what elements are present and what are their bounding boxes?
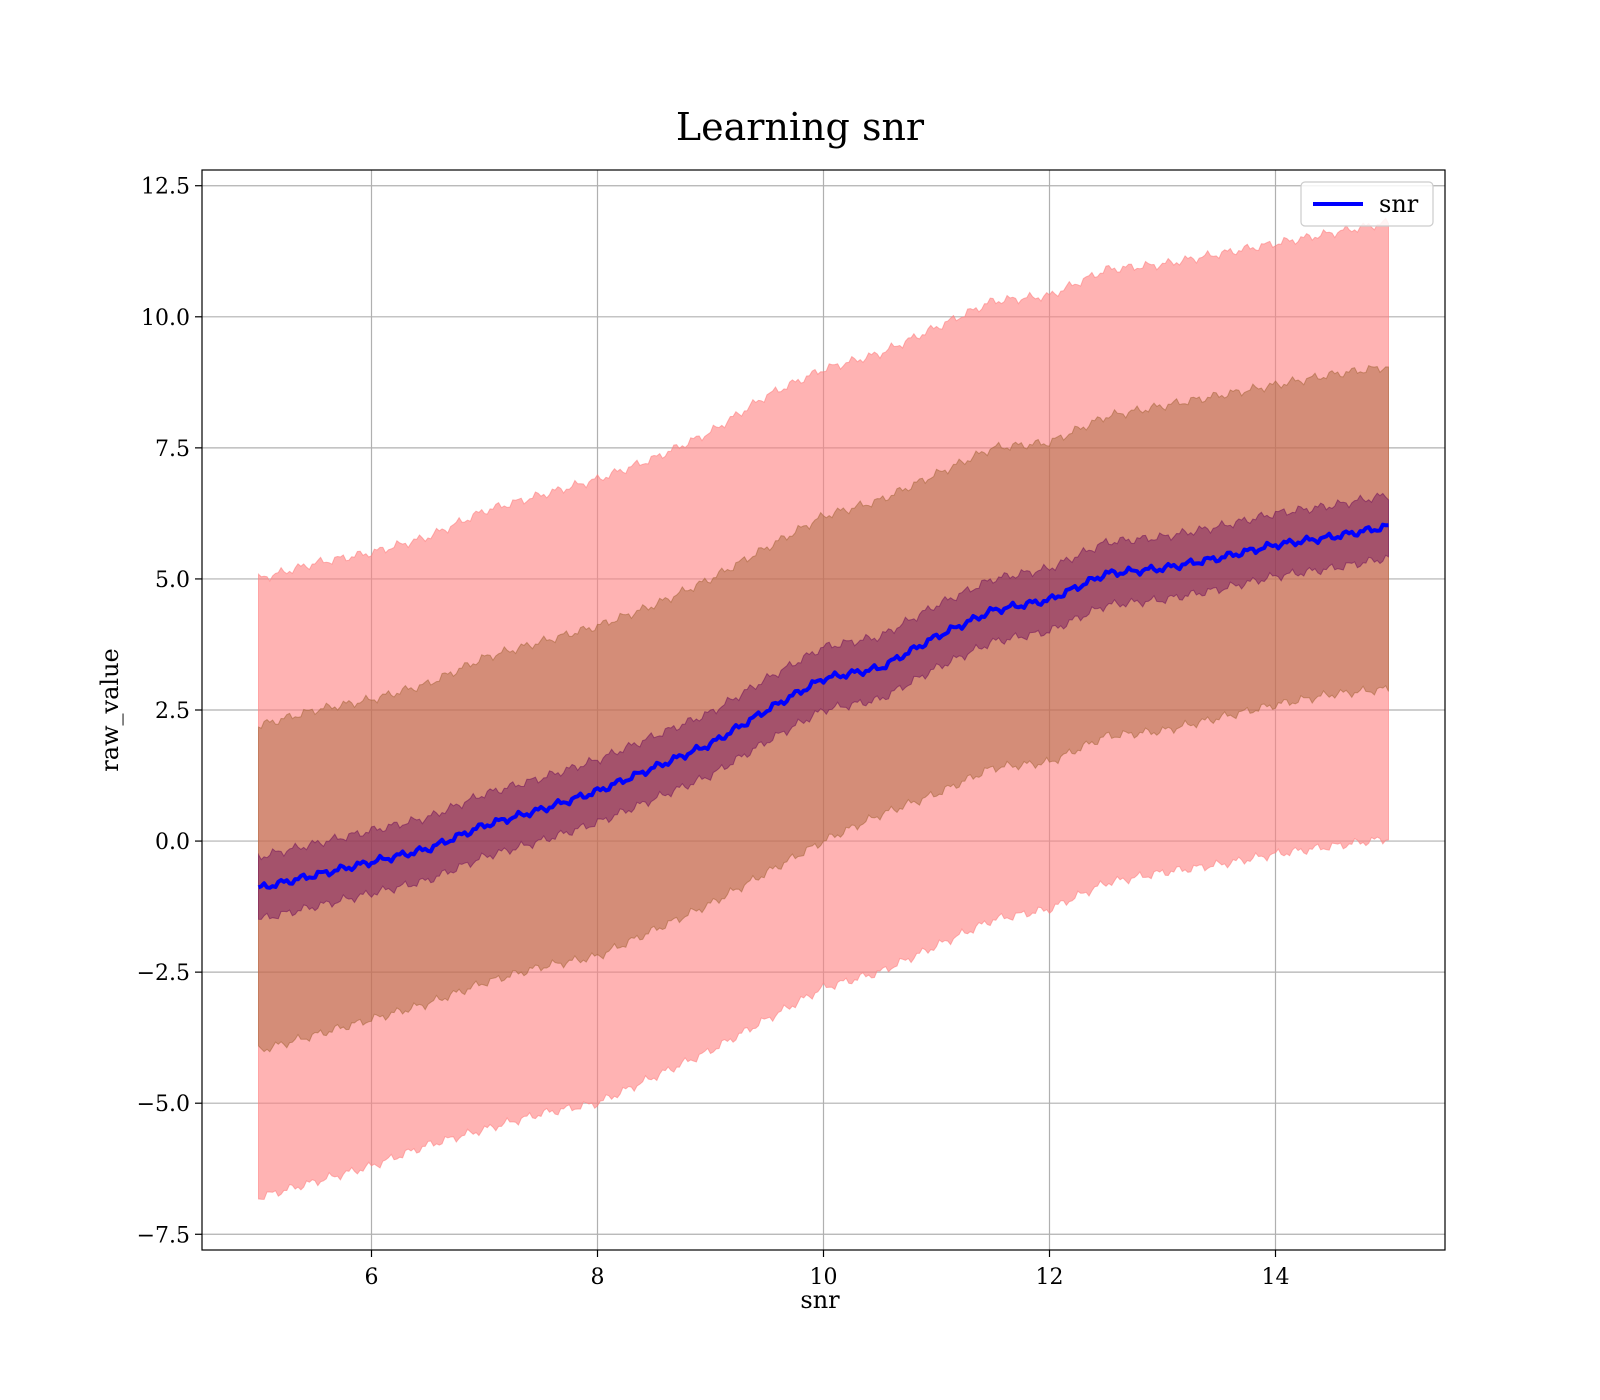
x-tick-label: 12 (1036, 1265, 1064, 1290)
y-tick-label: −5.0 (137, 1092, 190, 1117)
x-tick-label: 14 (1262, 1265, 1290, 1290)
y-tick-label: 10.0 (141, 306, 190, 331)
chart-title: Learning snr (676, 105, 925, 149)
y-tick-label: 12.5 (141, 175, 190, 200)
legend-box (1300, 181, 1434, 227)
outer-band (258, 217, 1389, 1200)
legend-label: snr (1379, 190, 1419, 218)
y-axis-label: raw_value (96, 648, 124, 772)
axis-ticks: 6 8 10 12 14 −7.5 −5.0 −2.5 0.0 2.5 5.0 7.5 10.0 12.5 (137, 175, 1290, 1290)
y-tick-label: 5.0 (155, 568, 190, 593)
x-axis-label: snr (800, 1286, 840, 1314)
middle-band (258, 364, 1389, 1053)
y-tick-label: 7.5 (155, 437, 190, 462)
y-tick-label: 2.5 (155, 699, 190, 724)
confidence-bands (258, 217, 1389, 1200)
series-lines (257, 522, 1389, 890)
x-tick-label: 10 (810, 1265, 838, 1290)
y-tick-label: 0.0 (155, 830, 190, 855)
inner-band (258, 492, 1389, 920)
x-tick-label: 8 (591, 1265, 605, 1290)
y-tick-label: −7.5 (137, 1223, 190, 1248)
legend: snr (1300, 181, 1434, 227)
snr-line (257, 522, 1389, 890)
y-tick-label: −2.5 (137, 961, 190, 986)
x-tick-label: 6 (365, 1265, 379, 1290)
